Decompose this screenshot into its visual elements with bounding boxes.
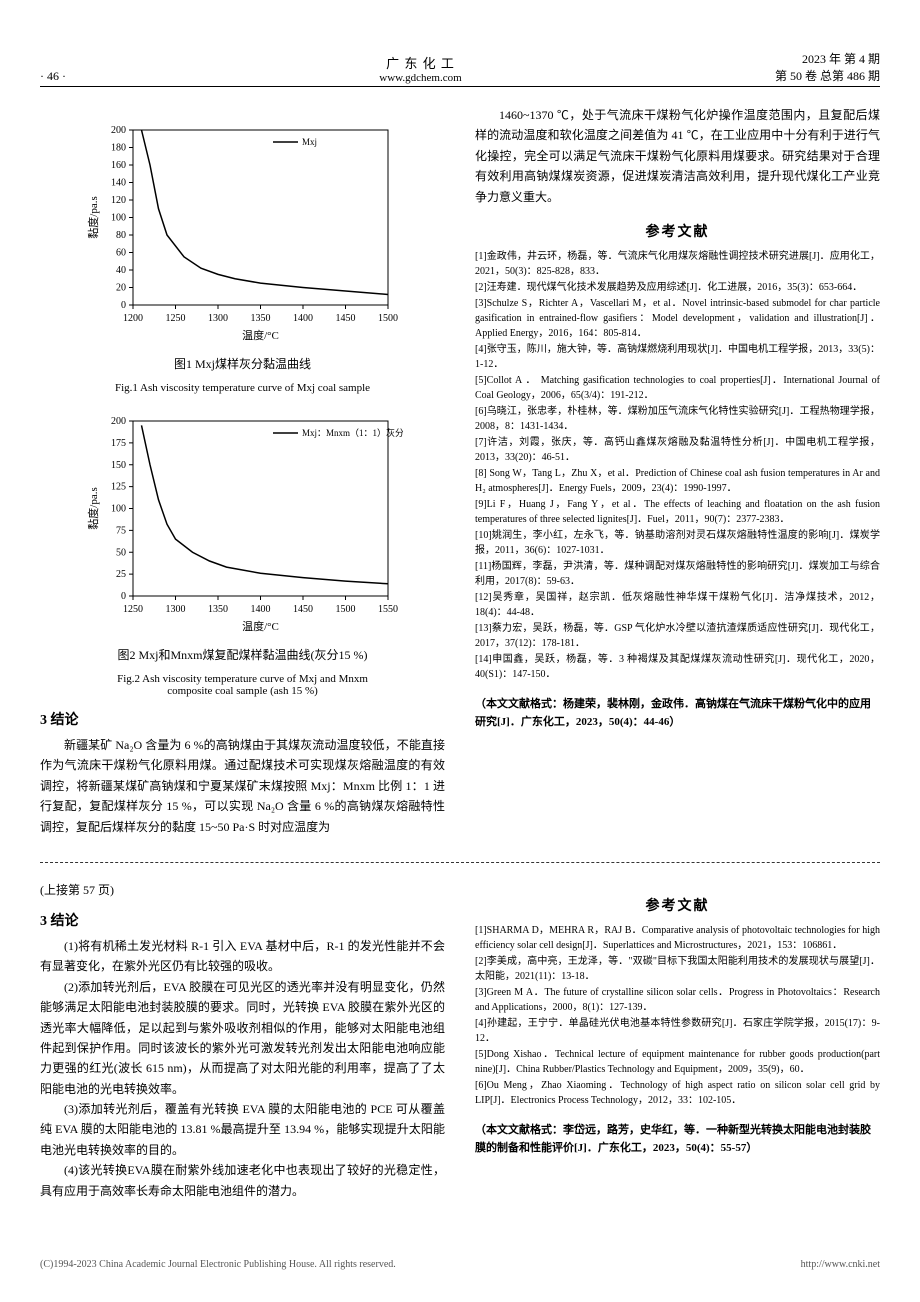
svg-text:0: 0 (121, 300, 126, 311)
conclusions-list: (1)将有机稀土发光材料 R-1 引入 EVA 基材中后，R-1 的发光性能并不… (40, 936, 445, 1201)
conclusion-item: (1)将有机稀土发光材料 R-1 引入 EVA 基材中后，R-1 的发光性能并不… (40, 936, 445, 977)
reference-item: [8] Song W，Tang L，Zhu X，et al．Prediction… (475, 466, 880, 496)
copyright-text: (C)1994-2023 China Academic Journal Elec… (40, 1259, 396, 1270)
svg-text:1350: 1350 (208, 604, 228, 615)
reference-item: [5]Collot A ． Matching gasification tech… (475, 373, 880, 403)
svg-text:50: 50 (116, 547, 126, 558)
svg-text:1250: 1250 (123, 604, 143, 615)
col2-continuation: 1460~1370 ℃，处于气流床干煤粉气化炉操作温度范围内，且复配后煤样的流动… (475, 105, 880, 207)
section-3-body: 新疆某矿 Na₂O 含量为 6 %的高钠煤由于其煤灰流动温度较低，不能直接作为气… (40, 735, 445, 837)
conclusion-item: (4)该光转换EVA膜在耐紫外线加速老化中也表现出了较好的光稳定性，具有应用于高… (40, 1160, 445, 1201)
issue-info: 2023 年 第 4 期 第 50 卷 总第 486 期 (775, 50, 880, 84)
conclusion-item: (2)添加转光剂后，EVA 胶膜在可见光区的透光率并没有明显变化，仍然能够满足太… (40, 977, 445, 1099)
chart-1-svg: 1200 1250 1300 1350 1400 1450 1500 0 20 40 60 80 100… (83, 115, 403, 345)
section-3-title: 3 结论 (40, 709, 445, 729)
references-title-2: 参考文献 (475, 895, 880, 915)
svg-text:1200: 1200 (123, 313, 143, 324)
svg-text:100: 100 (111, 504, 126, 515)
reference-item: [2]李美成，高中亮，王龙泽，等．"双碳"目标下我国太阳能利用技术的发展现状与展… (475, 954, 880, 984)
svg-text:1500: 1500 (378, 313, 398, 324)
svg-text:75: 75 (116, 525, 126, 536)
reference-item: [3]Schulze S，Richter A，Vascellari M，et a… (475, 296, 880, 341)
citation-format-2: （本文文献格式：李岱远，路芳，史华红，等．一种新型光转换太阳能电池封装胶膜的制备… (475, 1122, 880, 1157)
journal-title: 广 东 化 工 www.gdchem.com (379, 53, 461, 84)
reference-item: [1]金政伟，井云环，杨磊，等．气流床气化用煤灰熔融性调控技术研究进展[J]．应… (475, 249, 880, 279)
svg-text:1300: 1300 (208, 313, 228, 324)
svg-text:1450: 1450 (335, 313, 355, 324)
reference-item: [3]Green M A．The future of crystalline s… (475, 985, 880, 1015)
svg-text:200: 200 (111, 416, 126, 427)
svg-text:175: 175 (111, 438, 126, 449)
reference-item: [6]乌晓江，张忠孝，朴桂林，等．煤粉加压气流床气化特性实验研究[J]．工程热物… (475, 404, 880, 434)
reference-item: [13]蔡力宏，吴跃，杨磊，等．GSP 气化炉水冷壁以渣抗渣煤质适应性研究[J]… (475, 621, 880, 651)
fig2-caption-en: Fig.2 Ash viscosity temperature curve of… (40, 673, 445, 697)
figure-1: 1200 1250 1300 1350 1400 1450 1500 0 20 40 60 80 100… (40, 115, 445, 345)
svg-text:25: 25 (116, 569, 126, 580)
svg-text:Mxj: Mxj (302, 137, 317, 147)
fig2-caption-cn: 图2 Mxj和Mnxm煤复配煤样黏温曲线(灰分15 %) (40, 646, 445, 663)
reference-item: [14]申国鑫，吴跃，杨磊，等．3 种褐煤及其配煤煤灰流动性研究[J]．现代化工… (475, 652, 880, 682)
fig1-caption-cn: 图1 Mxj煤样灰分黏温曲线 (40, 355, 445, 372)
svg-text:1550: 1550 (378, 604, 398, 615)
footer-url: http://www.cnki.net (801, 1259, 880, 1270)
svg-text:Mxj：Mnxm（1：1）灰分15%: Mxj：Mnxm（1：1）灰分15% (302, 427, 403, 438)
page-footer: (C)1994-2023 China Academic Journal Elec… (0, 1251, 920, 1278)
fig1-caption-en: Fig.1 Ash viscosity temperature curve of… (40, 382, 445, 394)
svg-text:160: 160 (111, 160, 126, 171)
reference-item: [1]SHARMA D，MEHRA R，RAJ B．Comparative an… (475, 923, 880, 953)
references-title: 参考文献 (475, 221, 880, 241)
reference-item: [7]许洁，刘霞，张庆，等．高钙山鑫煤灰熔融及黏温特性分析[J]．中国电机工程学… (475, 435, 880, 465)
reference-item: [2]汪寿建．现代煤气化技术发展趋势及应用综述[J]．化工进展，2016，35(… (475, 280, 880, 295)
svg-text:80: 80 (116, 230, 126, 241)
svg-text:140: 140 (111, 178, 126, 189)
svg-text:1300: 1300 (165, 604, 185, 615)
svg-text:1400: 1400 (250, 604, 270, 615)
reference-item: [10]姚润生，李小红，左永飞，等．钠基助溶剂对灵石煤灰熔融特性温度的影响[J]… (475, 528, 880, 558)
svg-text:温度/°C: 温度/°C (242, 619, 279, 633)
svg-text:黏度/pa.s: 黏度/pa.s (86, 196, 100, 238)
page-header: · 46 · 广 东 化 工 www.gdchem.com 2023 年 第 4… (40, 50, 880, 87)
reference-item: [4]张守玉，陈川，施大钟，等．高钠煤燃烧利用现状[J]．中国电机工程学报，20… (475, 342, 880, 372)
section-3b-title: 3 结论 (40, 910, 445, 930)
svg-text:200: 200 (111, 125, 126, 136)
svg-text:黏度/pa.s: 黏度/pa.s (86, 487, 100, 529)
svg-text:40: 40 (116, 265, 126, 276)
svg-text:0: 0 (121, 591, 126, 602)
svg-text:1400: 1400 (293, 313, 313, 324)
references-list-2: [1]SHARMA D，MEHRA R，RAJ B．Comparative an… (475, 923, 880, 1108)
svg-text:1500: 1500 (335, 604, 355, 615)
svg-text:125: 125 (111, 482, 126, 493)
svg-text:温度/°C: 温度/°C (242, 328, 279, 342)
svg-text:100: 100 (111, 213, 126, 224)
svg-text:60: 60 (116, 248, 126, 259)
svg-text:150: 150 (111, 460, 126, 471)
svg-text:180: 180 (111, 143, 126, 154)
continuation-note: (上接第 57 页) (40, 881, 445, 898)
reference-item: [6]Ou Meng，Zhao Xiaoming．Technology of h… (475, 1078, 880, 1108)
svg-text:120: 120 (111, 195, 126, 206)
reference-item: [4]孙建起，王宁宁．单晶硅光伏电池基本特性参数研究[J]．石家庄学院学报，20… (475, 1016, 880, 1046)
section-divider (40, 862, 880, 863)
page-number: · 46 · (40, 69, 66, 84)
citation-format-1: （本文文献格式：杨建荣，裴林刚，金政伟．高钠煤在气流床干煤粉气化中的应用研究[J… (475, 696, 880, 731)
conclusion-item: (3)添加转光剂后，覆盖有光转换 EVA 膜的太阳能电池的 PCE 可从覆盖纯 … (40, 1099, 445, 1160)
reference-item: [9]Li F，Huang J，Fang Y，et al．The effects… (475, 497, 880, 527)
reference-item: [5]Dong Xishao．Technical lecture of equi… (475, 1047, 880, 1077)
reference-item: [11]杨国辉，李磊，尹洪清，等．煤种调配对煤灰熔融特性的影响研究[J]．煤炭加… (475, 559, 880, 589)
figure-2: 1250 1300 1350 1400 1450 1500 1550 0 25 50 75 100 12… (40, 406, 445, 636)
references-list-1: [1]金政伟，井云环，杨磊，等．气流床气化用煤灰熔融性调控技术研究进展[J]．应… (475, 249, 880, 682)
chart-2-svg: 1250 1300 1350 1400 1450 1500 1550 0 25 50 75 100 12… (83, 406, 403, 636)
svg-text:20: 20 (116, 283, 126, 294)
reference-item: [12]吴秀章，吴国祥，赵宗凯．低灰熔融性神华煤干煤粉气化[J]．洁净煤技术，2… (475, 590, 880, 620)
svg-text:1250: 1250 (165, 313, 185, 324)
svg-text:1450: 1450 (293, 604, 313, 615)
svg-text:1350: 1350 (250, 313, 270, 324)
